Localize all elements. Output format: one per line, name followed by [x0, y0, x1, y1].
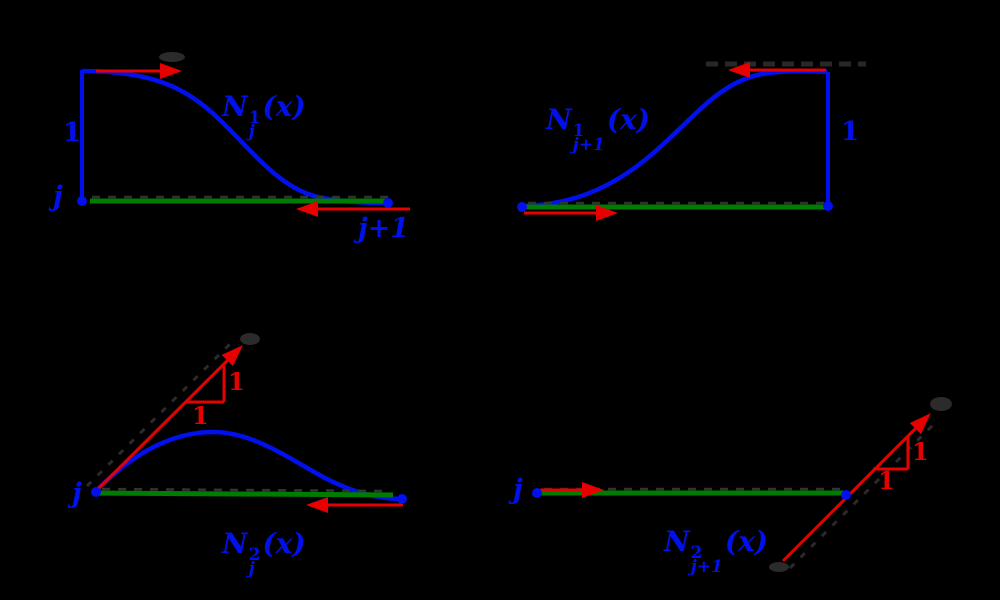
shadow-blob [240, 333, 260, 345]
math-arg: (x) [262, 527, 306, 560]
node-j1-dot [383, 198, 393, 208]
node-j-dot [91, 487, 101, 497]
math-sup: 1 [248, 108, 261, 128]
slope-run-label: 1 [878, 466, 895, 495]
tangent-shadow-dashes [788, 421, 937, 570]
math-base: N [222, 527, 248, 560]
panel-top-left [77, 52, 410, 217]
shadow-blob [159, 52, 185, 62]
node-j-dot [532, 488, 542, 498]
math-arg: (x) [262, 90, 306, 123]
math-arg: (x) [724, 525, 769, 558]
math-sub: j [248, 559, 255, 579]
slope-rise-label: 1 [228, 367, 245, 396]
shape-function-curve-n2j [94, 429, 403, 502]
unit-height-label: 1 [841, 117, 860, 147]
function-label-n2j1: N 2 j+1 (x) [664, 525, 769, 577]
unit-height-label: 1 [63, 118, 82, 148]
math-sub: j [248, 122, 255, 142]
math-sup: 1 [572, 121, 585, 141]
math-base: N [664, 525, 690, 558]
math-sup: 2 [690, 543, 703, 563]
node-j-label: j [72, 478, 82, 509]
function-label-n1j: N 1 j (x) [222, 90, 306, 142]
math-base: N [546, 103, 572, 136]
math-sup: 2 [248, 545, 261, 565]
tangent-slope-arrow [781, 413, 931, 563]
function-label-n2j: N 2 j (x) [222, 527, 306, 579]
math-arg: (x) [606, 103, 651, 136]
math-base: N [222, 90, 248, 123]
tangent-shadow-dashes [85, 341, 233, 488]
slope-run-label: 1 [192, 401, 209, 430]
panel-bottom-left [85, 333, 407, 513]
math-sub: j+1 [690, 557, 723, 577]
axis-shadow-dashes [101, 487, 391, 493]
node-j-label: j [53, 181, 63, 212]
node-j-dot [77, 196, 87, 206]
math-sub: j+1 [572, 135, 605, 155]
tangent-slope-arrow [94, 345, 243, 493]
panel-bottom-right [532, 397, 952, 572]
function-label-n1j1: N 1 j+1 (x) [546, 103, 651, 155]
node-j1-dot [397, 494, 407, 504]
panel-top-right [517, 61, 866, 221]
node-j1-dot [823, 201, 833, 211]
shadow-blob [769, 562, 789, 572]
slope-rise-label: 1 [912, 437, 929, 466]
node-j-label: j [513, 474, 523, 505]
element-axis [97, 490, 394, 498]
shadow-blob [930, 397, 952, 411]
node-j1-dot [841, 490, 851, 500]
node-j1-label: j+1 [358, 213, 410, 244]
node-j-dot [517, 202, 527, 212]
